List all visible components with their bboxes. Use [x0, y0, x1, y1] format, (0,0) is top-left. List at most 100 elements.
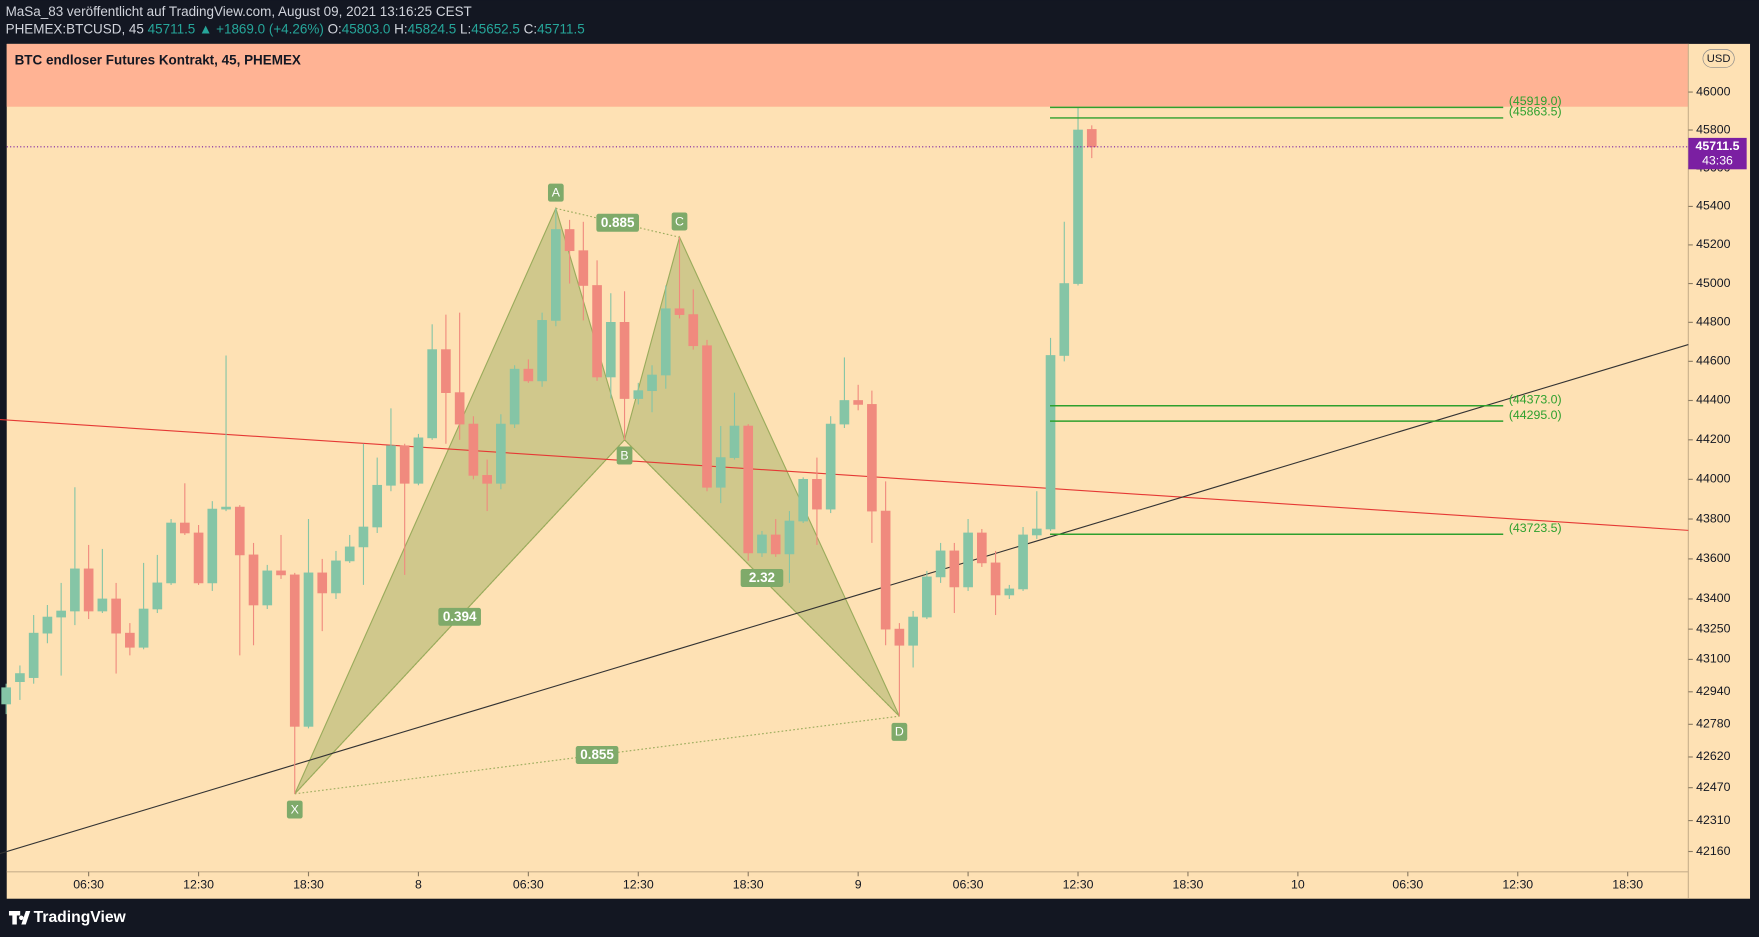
candle-body — [509, 368, 520, 425]
candle-body — [15, 673, 25, 682]
publisher: MaSa_83 veröffentlicht auf TradingView.c… — [6, 4, 472, 19]
pattern-point-badge — [616, 446, 633, 465]
candle-body — [276, 570, 286, 576]
chart-background — [6, 43, 1751, 899]
y-tick-label: 42470 — [1696, 780, 1730, 794]
candle-body — [688, 314, 699, 347]
ratio-label: 0.394 — [443, 609, 477, 624]
candle-body — [42, 616, 53, 634]
ratio-label: 0.885 — [601, 215, 635, 230]
y-tick-label: 43250 — [1696, 621, 1730, 635]
ratio-badge — [438, 607, 481, 626]
y-tick-label: 44800 — [1696, 315, 1730, 329]
candle-body — [138, 608, 149, 648]
ohlc-label: C: — [524, 21, 537, 36]
candle-body — [28, 632, 39, 678]
y-tick-label: 44600 — [1696, 354, 1730, 368]
x-tick-label: 18:30 — [293, 878, 324, 892]
x-tick-label: 12:30 — [623, 878, 654, 892]
pattern-point-label: D — [895, 725, 904, 739]
y-tick-label: 42780 — [1696, 717, 1730, 731]
candle-body — [125, 632, 135, 648]
candle-body — [1086, 129, 1097, 148]
candle-body — [619, 322, 630, 399]
candle-body — [770, 534, 781, 555]
candle-body — [825, 423, 836, 510]
pattern-point-label: C — [675, 214, 684, 228]
ratio-badge — [575, 746, 619, 764]
y-tick-label: 42940 — [1696, 684, 1730, 698]
currency-badge[interactable] — [1702, 49, 1735, 68]
candle-body — [1045, 355, 1056, 530]
candle-body — [344, 546, 355, 562]
candle-body — [798, 479, 809, 522]
candle-body — [949, 550, 960, 588]
candle-body — [179, 522, 190, 534]
last: 45711.5 — [148, 21, 196, 36]
logo — [8, 911, 31, 925]
title-band — [6, 43, 1689, 107]
candle-body — [784, 520, 795, 555]
level-label: (43723.5) — [1509, 521, 1562, 535]
trendline — [0, 418, 1689, 531]
candle-body — [647, 374, 657, 392]
candle-body — [386, 445, 396, 486]
candle-body — [399, 445, 410, 484]
candle-body — [166, 522, 176, 584]
ohlc-label: O: — [328, 21, 342, 36]
candle-body — [729, 425, 740, 458]
ohlc-value: 45803.0 — [342, 21, 391, 36]
pattern-point-label: B — [620, 448, 628, 462]
level-label: (44373.0) — [1509, 392, 1562, 406]
change: ▲ +1869.0 (+4.26%) — [199, 21, 324, 36]
candle-body — [248, 554, 259, 606]
candle-body — [963, 532, 973, 588]
candle-body — [880, 510, 891, 630]
candle-body — [702, 345, 712, 488]
level-label: (44295.0) — [1509, 408, 1562, 422]
pattern-point-badge — [286, 800, 303, 819]
plot: 4600045800456004540045200450004480044600… — [0, 84, 1747, 892]
currency: USD — [1707, 53, 1731, 65]
y-tick-label: 43100 — [1696, 652, 1730, 666]
pattern-point-badge — [547, 183, 564, 202]
candle-body — [289, 574, 300, 727]
x-tick-label: 18:30 — [1612, 878, 1643, 892]
candle-body — [523, 368, 534, 382]
y-tick-label: 43400 — [1696, 591, 1730, 605]
candle-body — [578, 250, 589, 286]
candle-body — [564, 229, 575, 252]
chart-title: BTC endloser Futures Kontrakt, 45, PHEME… — [15, 52, 301, 67]
candle-body — [331, 560, 341, 594]
candle-body — [496, 423, 506, 484]
candle-body — [1031, 528, 1042, 536]
candle-body — [935, 550, 946, 578]
candle-body — [551, 229, 561, 321]
candle-body — [482, 475, 492, 484]
candle-body — [468, 423, 479, 476]
candle-body — [592, 285, 602, 378]
ratio-label: 0.855 — [580, 747, 614, 762]
symbol-line: PHEMEX:BTCUSD, 45 45711.5 ▲ +1869.0 (+4.… — [6, 21, 585, 36]
y-tick-label: 42310 — [1696, 813, 1730, 827]
level-label: (45919.0) — [1509, 94, 1562, 108]
x-tick-label: 06:30 — [513, 878, 544, 892]
candle-body — [633, 390, 644, 399]
ohlc-label: H: — [394, 21, 407, 36]
candle-body — [111, 598, 121, 634]
candle-body — [221, 506, 231, 510]
candle-body — [358, 526, 369, 548]
symbol: PHEMEX:BTCUSD, 45 — [6, 21, 144, 36]
ohlc-label: L: — [460, 21, 471, 36]
x-tick-label: 12:30 — [1063, 878, 1094, 892]
y-tick-label: 45400 — [1696, 199, 1730, 213]
ohlc-value: 45824.5 — [408, 21, 457, 36]
candle-body — [413, 437, 424, 484]
trendline — [0, 344, 1689, 855]
level-label: (45863.5) — [1509, 105, 1562, 119]
pattern-point-badge — [671, 212, 688, 231]
y-tick-label: 44000 — [1696, 472, 1730, 486]
x-tick-label: 9 — [855, 878, 862, 892]
x-tick-label: 18:30 — [1173, 878, 1204, 892]
candle-body — [605, 322, 616, 378]
